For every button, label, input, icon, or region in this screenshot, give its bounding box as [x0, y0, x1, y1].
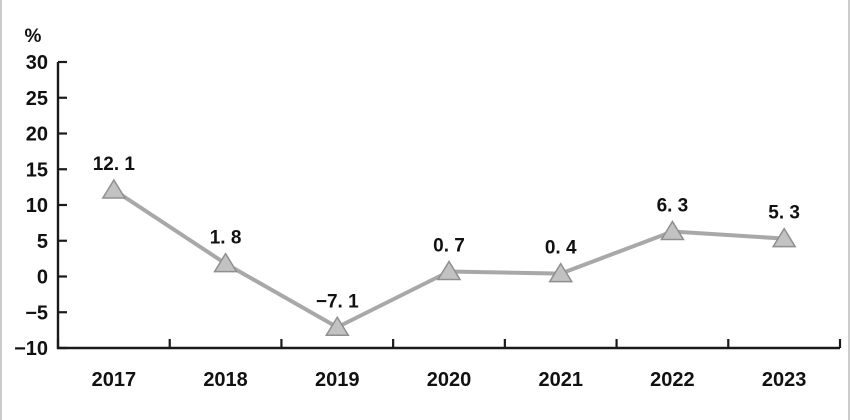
x-axis-label: 2023: [762, 369, 807, 391]
x-axis-label: 2022: [650, 369, 695, 391]
y-axis-unit-label: %: [25, 26, 42, 47]
axis-lines: [56, 62, 840, 350]
data-point-marker: [771, 227, 797, 248]
data-point-label: −7. 1: [316, 291, 359, 312]
x-axis-label: 2017: [92, 369, 137, 391]
y-tick-label: 10: [26, 195, 48, 217]
data-point-marker: [548, 262, 574, 283]
data-point-marker: [660, 220, 685, 241]
y-tick-label: −10: [14, 338, 48, 360]
data-point-label: 0. 7: [433, 235, 465, 256]
data-point-label: 6. 3: [657, 195, 689, 216]
y-tick-label: 30: [26, 52, 48, 74]
y-tick-label: 0: [37, 267, 48, 289]
data-point-label: 1. 8: [210, 228, 242, 249]
x-axis-label: 2020: [427, 369, 472, 391]
x-axis-label: 2018: [203, 369, 248, 391]
y-tick-label: 25: [26, 88, 48, 110]
y-tick-label: 15: [26, 159, 48, 181]
data-point-label: 0. 4: [545, 238, 577, 259]
y-tick-label: 5: [37, 231, 48, 253]
data-point-marker: [213, 252, 238, 273]
y-tick-label: −5: [25, 302, 48, 324]
x-axis-label: 2019: [315, 369, 360, 391]
data-point-label: 5. 3: [768, 203, 800, 224]
x-axis-label: 2021: [538, 369, 583, 391]
data-point-marker: [436, 260, 462, 281]
data-point-label: 12. 1: [93, 154, 136, 175]
data-point-marker: [324, 315, 350, 337]
data-point-marker: [101, 178, 127, 199]
y-tick-label: 20: [26, 124, 48, 146]
